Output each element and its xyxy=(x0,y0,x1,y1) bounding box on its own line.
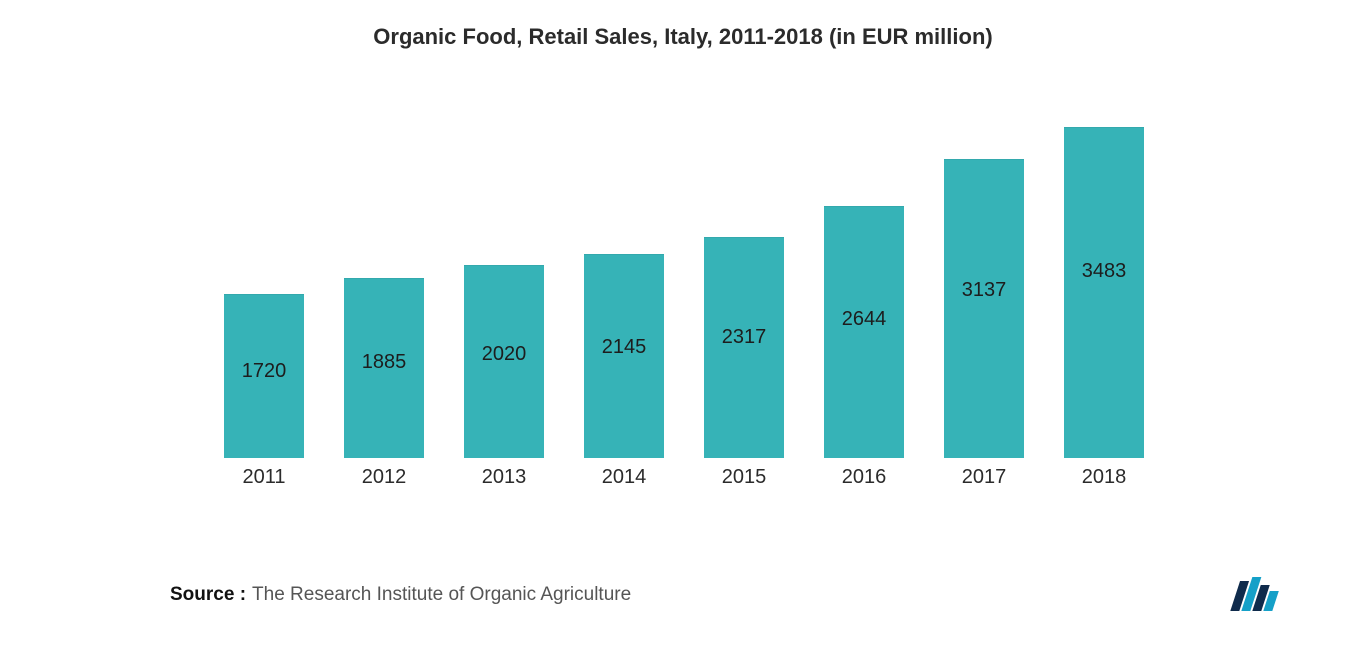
x-axis-label: 2018 xyxy=(1044,466,1164,489)
brand-logo xyxy=(1224,575,1296,617)
bar: 3483 xyxy=(1064,127,1144,458)
chart-plot-area: 1720 1885 2020 2145 2317 2644 3137 3483 xyxy=(204,88,1164,458)
bar-value-label: 2317 xyxy=(704,326,784,349)
bar: 2317 xyxy=(704,237,784,458)
bar: 1720 xyxy=(224,294,304,458)
bar-value-label: 3483 xyxy=(1064,260,1144,283)
bar-value-label: 2145 xyxy=(584,336,664,359)
bar-value-label: 2020 xyxy=(464,343,544,366)
x-axis-label: 2016 xyxy=(804,466,924,489)
x-axis-label: 2013 xyxy=(444,466,564,489)
source-text: The Research Institute of Organic Agricu… xyxy=(252,584,631,605)
bar: 2145 xyxy=(584,254,664,459)
bar: 1885 xyxy=(344,278,424,458)
x-axis-label: 2014 xyxy=(564,466,684,489)
bar-value-label: 2644 xyxy=(824,308,904,331)
bar: 2644 xyxy=(824,206,904,458)
chart-x-axis: 20112012201320142015201620172018 xyxy=(204,466,1164,496)
x-axis-label: 2012 xyxy=(324,466,444,489)
bar-value-label: 3137 xyxy=(944,279,1024,302)
bar-value-label: 1720 xyxy=(224,360,304,383)
bar: 2020 xyxy=(464,265,544,458)
bar-value-label: 1885 xyxy=(344,351,424,374)
brand-logo-icon xyxy=(1224,575,1296,617)
x-axis-label: 2017 xyxy=(924,466,1044,489)
source-label: Source : xyxy=(170,584,246,605)
bar: 3137 xyxy=(944,159,1024,458)
x-axis-label: 2015 xyxy=(684,466,804,489)
x-axis-label: 2011 xyxy=(204,466,324,489)
source-line: Source : The Research Institute of Organi… xyxy=(170,584,631,606)
chart-title: Organic Food, Retail Sales, Italy, 2011-… xyxy=(0,24,1366,50)
